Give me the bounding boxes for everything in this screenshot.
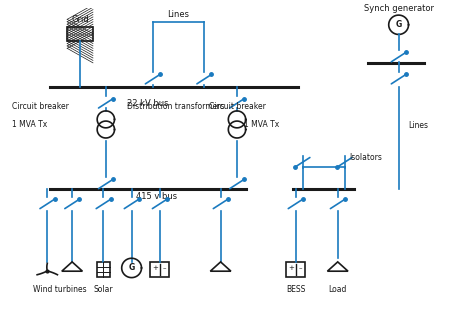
Text: G: G [395,20,402,29]
Text: G: G [128,264,135,272]
Text: Distribution transformers: Distribution transformers [127,102,224,111]
Text: –: – [299,265,302,271]
Text: Circuit breaker: Circuit breaker [209,102,266,111]
Text: +: + [152,265,158,271]
Text: Lines: Lines [167,10,190,19]
Text: 1 MVA Tx: 1 MVA Tx [244,120,279,129]
Text: Circuit breaker: Circuit breaker [12,102,69,111]
Text: Lines: Lines [408,121,428,131]
Text: Synch generator: Synch generator [364,4,434,13]
Text: 415 v bus: 415 v bus [137,192,177,202]
Text: –: – [163,265,166,271]
Text: Grid: Grid [71,15,89,23]
Text: 22 kV bus: 22 kV bus [127,99,169,108]
Text: Solar: Solar [94,285,113,294]
Text: Load: Load [328,285,347,294]
Text: BESS: BESS [286,285,305,294]
Bar [67,27,93,41]
Bar [150,262,169,277]
Bar [97,262,110,277]
Text: Wind turbines: Wind turbines [33,285,87,294]
Text: +: + [288,265,294,271]
Bar [286,262,305,277]
Text: Isolators: Isolators [349,153,383,162]
Text: 1 MVA Tx: 1 MVA Tx [12,120,47,129]
